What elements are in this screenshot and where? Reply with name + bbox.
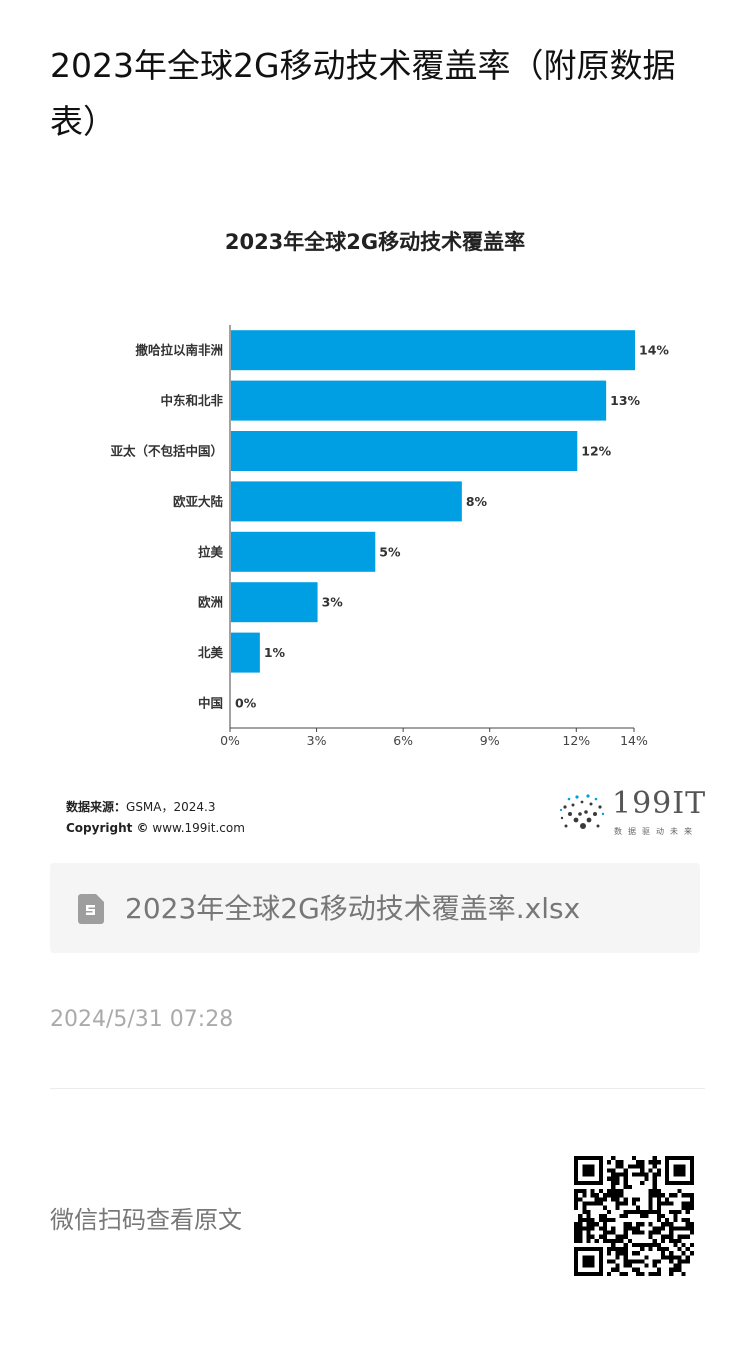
bar [231,431,578,471]
logo-text: 199IT [612,786,707,821]
file-name: 2023年全球2G移动技术覆盖率.xlsx [125,892,581,925]
bar [231,632,260,673]
spreadsheet-file-icon [78,894,104,924]
x-tick-label: 14% [620,733,648,748]
article-title: 2023年全球2G移动技术覆盖率（附原数据表） [50,46,676,141]
category-label: 中国 [198,696,223,711]
x-tick-label: 12% [562,733,590,748]
bar [231,481,462,522]
chart-title: 2023年全球2G移动技术覆盖率 [224,230,526,254]
category-label: 中东和北非 [160,393,223,408]
data-source: 数据来源：GSMA，2024.3 Copyright © www.199it.c… [66,797,245,839]
logo-tagline: 数据驱动未来 [614,827,698,836]
copyright-text: www.199it.com [152,821,245,835]
data-label: 3% [322,595,344,610]
x-tick-label: 9% [480,733,500,748]
data-label: 5% [379,544,401,559]
category-label: 撒哈拉以南非洲 [135,343,223,358]
bar [231,531,376,572]
199it-logo: 199IT 数据驱动未来 [558,786,705,840]
bar-chart: 撒哈拉以南非洲 14% 中东和北非 13% 亚太（不包括中国） 12% 欧亚大陆 8% 拉美 5%… [110,325,669,748]
data-label: 0% [235,696,257,711]
divider [50,1088,705,1089]
publish-timestamp: 2024/5/31 07:28 [50,1007,234,1032]
data-label: 13% [610,393,640,408]
attachment-file-card[interactable]: 2023年全球2G移动技术覆盖率.xlsx [50,863,700,953]
x-tick-label: 6% [393,733,413,748]
x-tick-label: 0% [220,733,240,748]
bar [231,330,635,371]
bar [231,582,318,623]
logo-dots-icon [559,794,605,829]
data-label: 12% [581,444,611,459]
category-label: 拉美 [198,544,224,559]
category-label: 欧洲 [198,595,223,610]
data-label: 14% [639,343,669,358]
x-tick-label: 3% [307,733,327,748]
bar [231,380,607,421]
qr-code-icon[interactable] [574,1156,694,1276]
copyright-label: Copyright © [66,821,149,835]
category-label: 北美 [198,645,224,660]
data-label: 8% [466,494,488,509]
category-label: 亚太（不包括中国） [110,444,223,459]
data-label: 1% [264,645,286,660]
source-label: 数据来源： [66,800,127,814]
source-text: GSMA，2024.3 [126,800,216,814]
scan-prompt: 微信扫码查看原文 [50,1206,242,1234]
category-label: 欧亚大陆 [173,494,224,509]
